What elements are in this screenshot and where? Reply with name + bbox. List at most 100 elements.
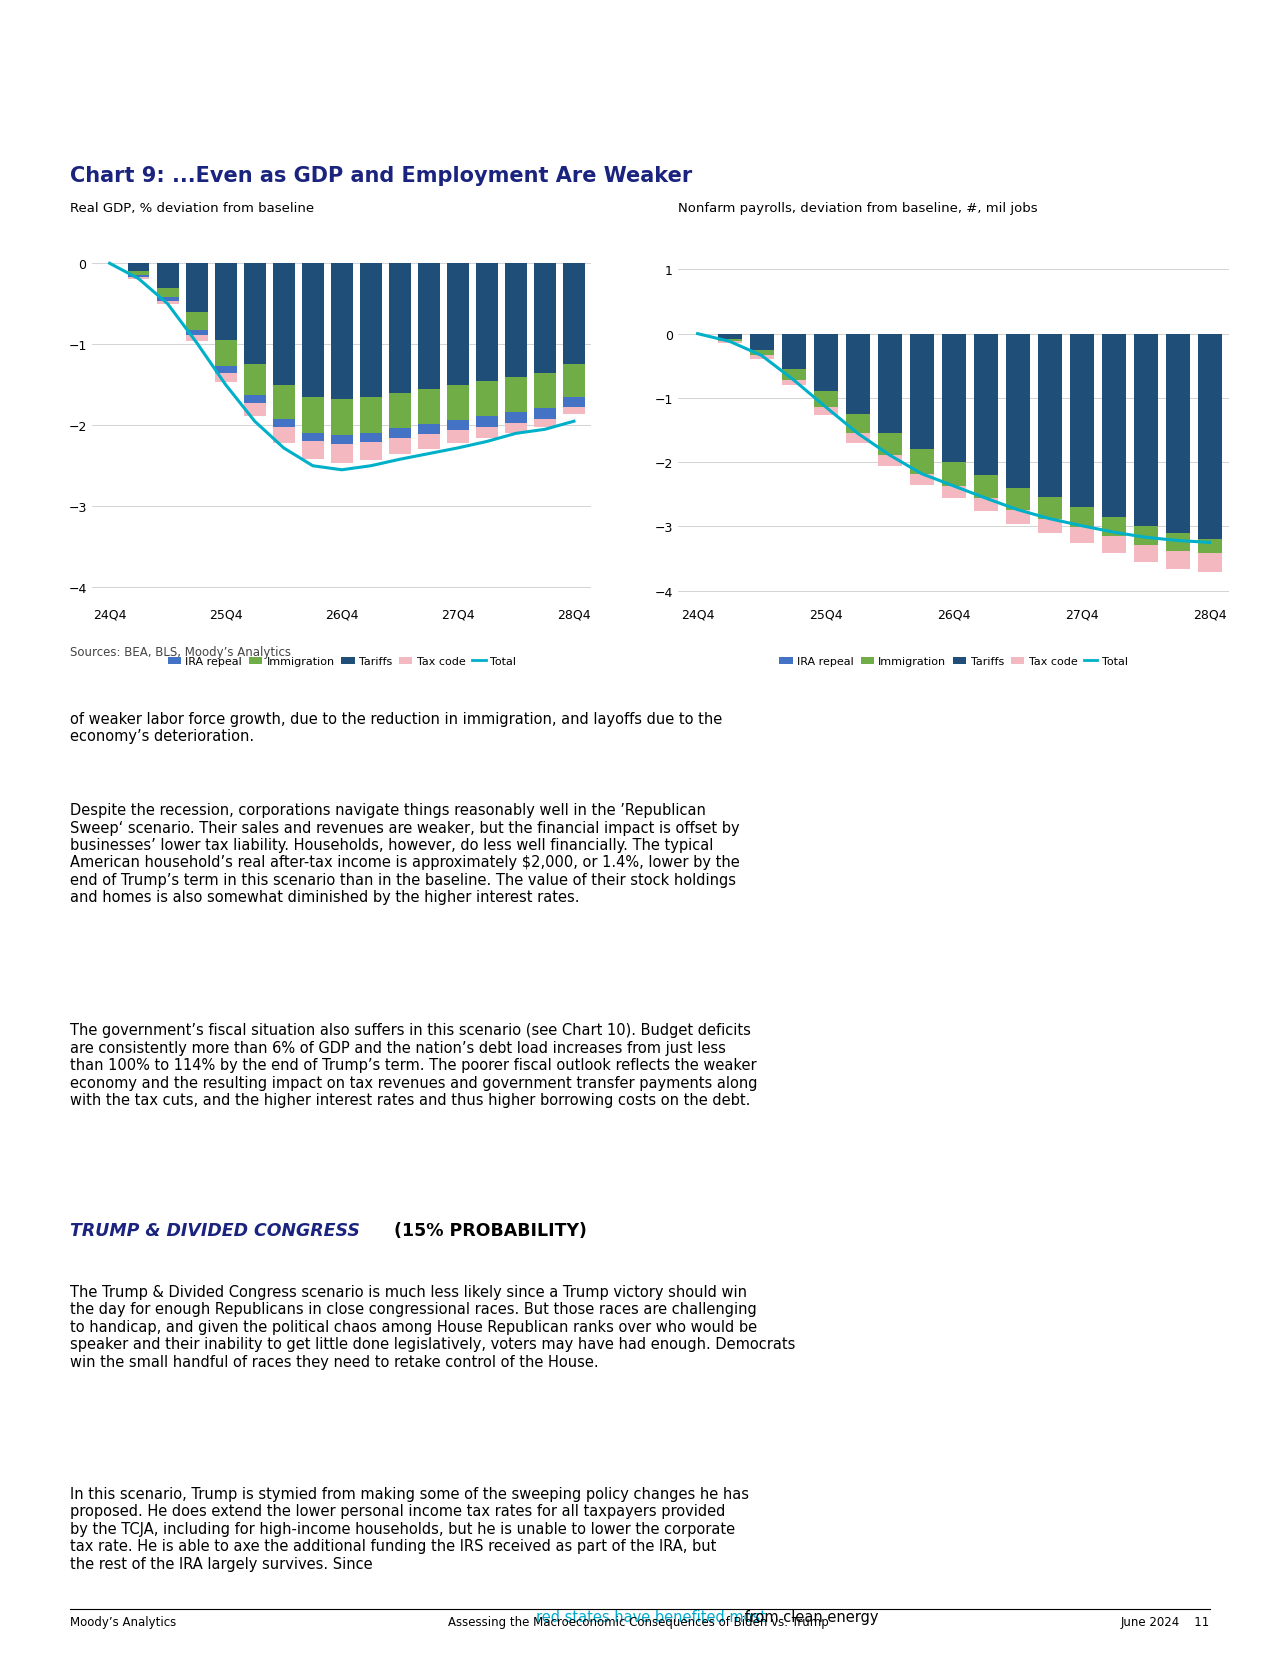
Bar bbox=[302, 397, 324, 434]
Bar bbox=[878, 463, 901, 467]
Bar bbox=[419, 425, 440, 435]
Bar bbox=[782, 334, 805, 369]
Bar bbox=[846, 334, 869, 415]
Bar bbox=[878, 334, 901, 434]
Bar bbox=[389, 429, 411, 439]
Text: Despite the recession, corporations navigate things reasonably well in the ’Repu: Despite the recession, corporations navi… bbox=[70, 803, 740, 905]
Bar bbox=[782, 381, 805, 386]
Bar bbox=[186, 336, 207, 343]
Bar bbox=[534, 409, 556, 419]
Bar bbox=[1166, 334, 1189, 533]
Text: Moody’s Analytics: Moody’s Analytics bbox=[70, 1615, 177, 1629]
Bar bbox=[1102, 518, 1125, 549]
Bar bbox=[330, 401, 353, 435]
Bar bbox=[330, 445, 353, 463]
Bar bbox=[156, 265, 178, 288]
Bar bbox=[389, 439, 411, 455]
Bar bbox=[974, 475, 997, 508]
Bar bbox=[1038, 520, 1061, 535]
Bar bbox=[360, 434, 381, 444]
Text: of weaker labor force growth, due to the reduction in immigration, and layoffs d: of weaker labor force growth, due to the… bbox=[70, 712, 723, 745]
Bar bbox=[447, 386, 468, 420]
Bar bbox=[330, 435, 353, 445]
Text: Nonfarm payrolls, deviation from baseline, #, mil jobs: Nonfarm payrolls, deviation from baselin… bbox=[678, 202, 1038, 215]
Bar bbox=[846, 434, 869, 444]
Bar bbox=[1166, 533, 1189, 566]
Text: The Trump & Divided Congress scenario is much less likely since a Trump victory : The Trump & Divided Congress scenario is… bbox=[70, 1284, 796, 1369]
Legend: IRA repeal, Immigration, Tariffs, Tax code, Total: IRA repeal, Immigration, Tariffs, Tax co… bbox=[163, 652, 521, 672]
Bar bbox=[156, 298, 178, 301]
Bar bbox=[419, 389, 440, 425]
Bar bbox=[814, 412, 837, 415]
Bar bbox=[563, 265, 585, 366]
Bar bbox=[1134, 546, 1157, 563]
Bar bbox=[419, 265, 440, 389]
Bar bbox=[1198, 540, 1221, 569]
Bar bbox=[974, 498, 997, 511]
Bar bbox=[846, 415, 869, 440]
Bar bbox=[1070, 528, 1093, 544]
Bar bbox=[447, 265, 468, 386]
Bar bbox=[718, 339, 741, 343]
Bar bbox=[360, 444, 381, 460]
Bar bbox=[243, 366, 265, 396]
Bar bbox=[1198, 334, 1221, 540]
Bar bbox=[476, 427, 498, 439]
Bar bbox=[243, 396, 265, 404]
Bar bbox=[534, 419, 556, 427]
Bar bbox=[1102, 536, 1125, 553]
Text: Sources: BEA, BLS, Moody’s Analytics: Sources: BEA, BLS, Moody’s Analytics bbox=[70, 645, 292, 659]
Bar bbox=[1006, 510, 1029, 525]
Bar bbox=[782, 384, 805, 386]
Bar bbox=[910, 334, 933, 450]
Bar bbox=[156, 301, 178, 305]
Bar bbox=[878, 455, 901, 467]
Bar bbox=[360, 397, 381, 434]
Bar bbox=[534, 265, 556, 374]
Bar bbox=[273, 427, 294, 444]
Bar bbox=[563, 366, 585, 397]
Bar bbox=[750, 351, 773, 357]
Bar bbox=[910, 482, 933, 487]
Text: The government’s fiscal situation also suffers in this scenario (see Chart 10). : The government’s fiscal situation also s… bbox=[70, 1023, 758, 1107]
Bar bbox=[186, 331, 207, 336]
Bar bbox=[476, 381, 498, 417]
Bar bbox=[750, 334, 773, 351]
Bar bbox=[563, 409, 585, 415]
Legend: IRA repeal, Immigration, Tariffs, Tax code, Total: IRA repeal, Immigration, Tariffs, Tax co… bbox=[774, 652, 1133, 672]
Bar bbox=[302, 434, 324, 442]
Bar bbox=[974, 334, 997, 475]
Text: red states have benefited most: red states have benefited most bbox=[536, 1609, 767, 1624]
Bar bbox=[1038, 498, 1061, 530]
Bar bbox=[302, 442, 324, 460]
Bar bbox=[974, 508, 997, 511]
Bar bbox=[215, 367, 237, 374]
Bar bbox=[910, 450, 933, 482]
Bar bbox=[1038, 530, 1061, 535]
Bar bbox=[1102, 549, 1125, 553]
Bar bbox=[1166, 551, 1189, 569]
Bar bbox=[1070, 508, 1093, 540]
Text: Chart 9: ...Even as GDP and Employment Are Weaker: Chart 9: ...Even as GDP and Employment A… bbox=[70, 166, 692, 185]
Bar bbox=[563, 397, 585, 409]
Bar bbox=[243, 265, 265, 366]
Bar bbox=[273, 386, 294, 419]
Bar bbox=[942, 495, 965, 498]
Bar bbox=[215, 341, 237, 367]
Bar bbox=[1070, 334, 1093, 508]
Bar bbox=[1134, 334, 1157, 526]
Bar bbox=[128, 265, 150, 271]
Bar bbox=[1198, 553, 1221, 573]
Bar bbox=[1006, 334, 1029, 488]
Bar bbox=[878, 434, 901, 463]
Text: (15% PROBABILITY): (15% PROBABILITY) bbox=[388, 1221, 586, 1240]
Bar bbox=[910, 475, 933, 487]
Bar bbox=[846, 440, 869, 444]
Bar bbox=[476, 417, 498, 427]
Bar bbox=[447, 430, 468, 444]
Bar bbox=[447, 420, 468, 430]
Bar bbox=[942, 487, 965, 498]
Bar bbox=[506, 265, 527, 377]
Bar bbox=[506, 377, 527, 414]
Bar bbox=[1006, 488, 1029, 521]
